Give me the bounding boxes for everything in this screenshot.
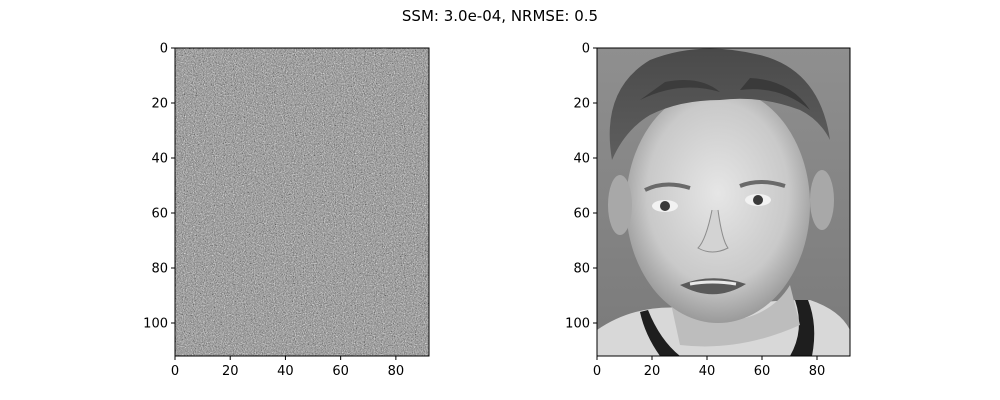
x-tick-label: 0 (171, 364, 179, 379)
x-tick-label: 20 (222, 364, 239, 379)
face-image (597, 48, 850, 356)
left-axes-frame (174, 47, 430, 357)
noise-image (175, 48, 429, 356)
left-axis-ticks: 0 20 40 60 80 0 20 40 60 80 100 (143, 42, 404, 380)
x-tick-label: 80 (388, 364, 405, 379)
x-tick-label: 40 (277, 364, 294, 379)
x-tick-label: 80 (809, 364, 826, 379)
x-tick-label: 20 (644, 364, 661, 379)
figure-title: SSM: 3.0e-04, NRMSE: 0.5 (402, 7, 598, 25)
y-tick-label: 60 (573, 207, 590, 222)
y-tick-label: 60 (151, 207, 168, 222)
y-tick-label: 80 (573, 262, 590, 277)
y-tick-label: 40 (151, 152, 168, 167)
x-tick-label: 0 (593, 364, 601, 379)
y-tick-label: 0 (160, 42, 168, 57)
y-tick-label: 100 (143, 317, 168, 332)
y-tick-label: 100 (565, 317, 590, 332)
y-tick-label: 0 (582, 42, 590, 57)
y-tick-label: 40 (573, 152, 590, 167)
y-tick-label: 20 (573, 97, 590, 112)
left-image-axes: 0 20 40 60 80 0 20 40 60 80 100 (143, 42, 430, 380)
right-axes-frame (596, 47, 851, 357)
y-tick-label: 20 (151, 97, 168, 112)
x-tick-label: 60 (332, 364, 349, 379)
right-image-axes: 0 20 40 60 80 0 20 40 60 80 100 (565, 42, 851, 380)
x-tick-label: 40 (699, 364, 716, 379)
x-tick-label: 60 (754, 364, 771, 379)
y-tick-label: 80 (151, 262, 168, 277)
right-axis-ticks: 0 20 40 60 80 0 20 40 60 80 100 (565, 42, 825, 380)
